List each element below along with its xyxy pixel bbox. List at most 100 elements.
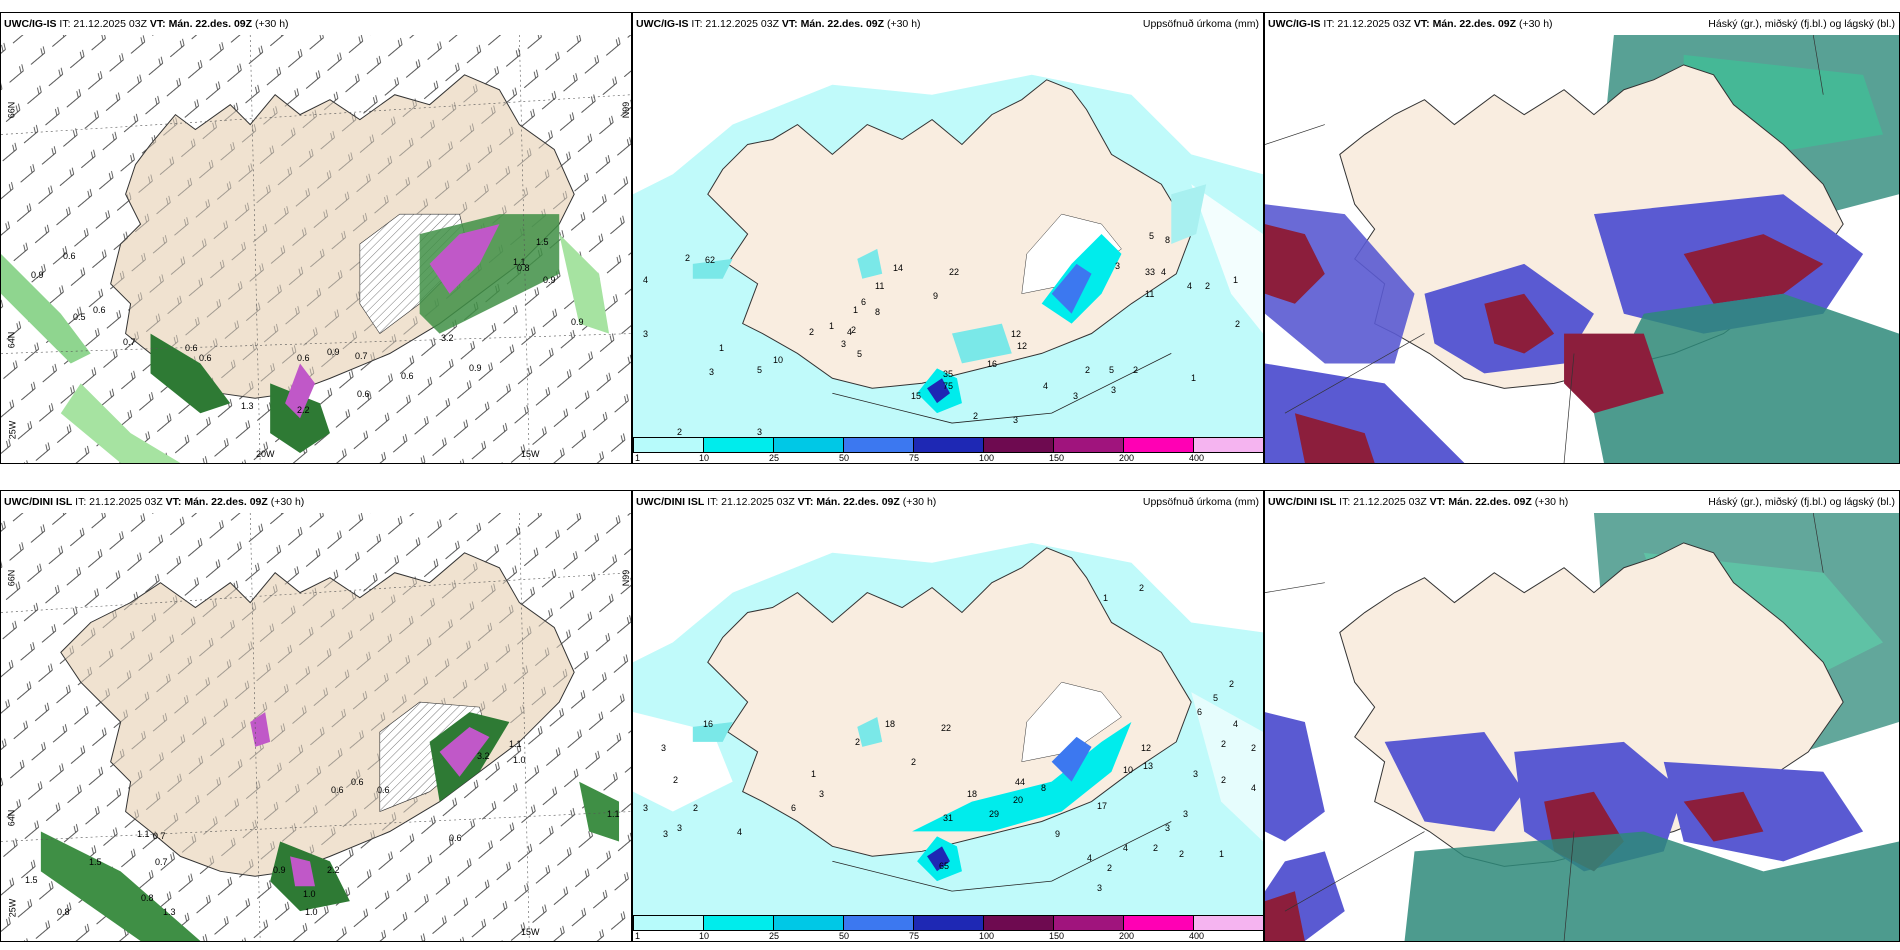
colorbar-tick-label: 75 <box>909 453 920 463</box>
colorbar-swatch <box>1123 915 1194 931</box>
gust-label: 0.9 <box>327 347 340 357</box>
precip-label: 1 <box>829 321 835 331</box>
precip-label: 4 <box>847 327 853 337</box>
colorbar-swatch <box>983 437 1054 453</box>
colorbar-tick-label: 25 <box>769 453 780 463</box>
precip-label: 5 <box>1109 365 1115 375</box>
precip-label: 3 <box>1115 261 1121 271</box>
lat-label-64n: 64N <box>6 809 17 827</box>
lead-time: (+30 h) <box>254 18 289 30</box>
precip-label: 6 <box>861 297 867 307</box>
panel-clouds-dini: UWC/DINI ISL IT: 21.12.2025 03Z VT: Mán.… <box>1264 490 1900 942</box>
precip-label: 6 <box>791 803 797 813</box>
precip-label: 2 <box>1235 319 1241 329</box>
precip-label: 2 <box>1179 849 1185 859</box>
precip-label: 1 <box>853 305 859 315</box>
lead-time: (+30 h) <box>270 496 305 508</box>
colorbar-tick-label: 100 <box>979 931 995 941</box>
gust-label: 1.1 <box>137 829 150 839</box>
gust-label: 2.2 <box>297 405 310 415</box>
precip-label: 8 <box>1041 783 1047 793</box>
valid-time: VT: Mán. 22.des. 09Z <box>149 18 253 30</box>
colorbar-tick-label: 75 <box>909 931 920 941</box>
valid-time: VT: Mán. 22.des. 09Z <box>781 18 885 30</box>
precip-label: 4 <box>1187 281 1193 291</box>
lead-time: (+30 h) <box>1534 496 1569 508</box>
lat-label-66n-right: 66N <box>620 569 631 587</box>
init-time: IT: 21.12.2025 03Z <box>1323 18 1411 30</box>
precip-label: 22 <box>949 267 960 277</box>
valid-time: VT: Mán. 22.des. 09Z <box>1429 496 1532 508</box>
precip-label: 13 <box>1143 761 1154 771</box>
colorbar-tick-label: 100 <box>979 453 995 463</box>
precip-label: 3 <box>677 823 683 833</box>
colorbar-swatch <box>983 915 1054 931</box>
field-title: Uppsöfnuð úrkoma (mm) <box>1142 18 1259 30</box>
gust-label: 0.6 <box>331 785 344 795</box>
panel-header: UWC/IG-IS IT: 21.12.2025 03Z VT: Mán. 22… <box>1265 13 1899 35</box>
colorbar-swatch <box>913 915 984 931</box>
precip-label: 2 <box>851 325 857 335</box>
precip-label: 2 <box>1085 365 1091 375</box>
precip-label: 1 <box>1233 275 1239 285</box>
precip-label: 62 <box>705 255 716 265</box>
precip-label: 3 <box>1193 769 1199 779</box>
field-title: Háský (gr.), miðský (fj.bl.) og lágský (… <box>1708 18 1895 30</box>
precip-label: 1 <box>1219 849 1225 859</box>
panel-header: UWC/DINI ISL IT: 21.12.2025 03Z VT: Mán.… <box>633 491 1263 513</box>
map-area: 2 62 4 3 1 3 5 2 3 10 2 4 1 14 11 22 6 8… <box>633 35 1263 437</box>
precip-label: 16 <box>703 719 714 729</box>
colorbar-swatch <box>773 915 844 931</box>
gust-label: 1.1 <box>509 739 522 749</box>
gust-label: 0.6 <box>63 251 76 261</box>
gust-label: 1.3 <box>241 401 254 411</box>
gust-label: 1.1 <box>607 809 620 819</box>
colorbar-swatch <box>703 437 774 453</box>
colorbar-tick-label: 50 <box>839 931 850 941</box>
gust-label: 1.0 <box>303 889 316 899</box>
precip-label: 3 <box>643 803 649 813</box>
precip-label: 4 <box>1233 719 1239 729</box>
colorbar-swatch <box>843 915 914 931</box>
colorbar-swatch <box>633 437 704 453</box>
init-time: IT: 21.12.2025 03Z <box>75 496 163 508</box>
precip-label: 14 <box>893 263 904 273</box>
init-time: IT: 21.12.2025 03Z <box>59 18 147 30</box>
gust-label: 0.5 <box>73 312 86 322</box>
colorbar-swatch <box>1193 437 1263 453</box>
precip-label: 2 <box>911 757 917 767</box>
precip-label: 5 <box>1149 231 1155 241</box>
precip-label: 4 <box>737 827 743 837</box>
colorbar-tick-label: 150 <box>1049 453 1065 463</box>
precip-label: 3 <box>1183 809 1189 819</box>
precip-label: 4 <box>643 275 649 285</box>
precip-label: 2 <box>855 737 861 747</box>
precip-label: 1 <box>811 769 817 779</box>
model-name: UWC/IG-IS <box>1268 18 1321 30</box>
model-name: UWC/DINI ISL <box>4 496 73 508</box>
lon-label-25w: 25W <box>7 420 18 440</box>
gust-label: 0.8 <box>141 893 154 903</box>
gust-label: 0.6 <box>93 305 106 315</box>
precip-colorbar: 1 10 25 50 75 100 150 200 400 <box>633 437 1263 463</box>
precip-label: 18 <box>967 789 978 799</box>
gust-label: 2.2 <box>327 865 340 875</box>
gust-label: 0.9 <box>469 363 482 373</box>
precip-label: 1 <box>719 343 725 353</box>
precip-label: 2 <box>1133 365 1139 375</box>
colorbar-tick-label: 10 <box>699 453 710 463</box>
precip-label: 20 <box>1013 795 1024 805</box>
wind-map <box>1 35 631 463</box>
model-name: UWC/IG-IS <box>4 18 57 30</box>
precip-label: 5 <box>857 349 863 359</box>
map-area: 16 3 2 3 2 3 4 3 1 6 3 18 2 22 2 18 20 2… <box>633 513 1263 915</box>
precip-label: 22 <box>941 723 952 733</box>
precip-label: 3 <box>663 829 669 839</box>
precip-label: 2 <box>1139 583 1145 593</box>
precip-label: 2 <box>685 253 691 263</box>
precip-label: 3 <box>709 367 715 377</box>
precip-label: 2 <box>809 327 815 337</box>
valid-time: VT: Mán. 22.des. 09Z <box>1413 18 1517 30</box>
wind-map <box>1 513 631 941</box>
model-name: UWC/DINI ISL <box>1268 496 1337 508</box>
